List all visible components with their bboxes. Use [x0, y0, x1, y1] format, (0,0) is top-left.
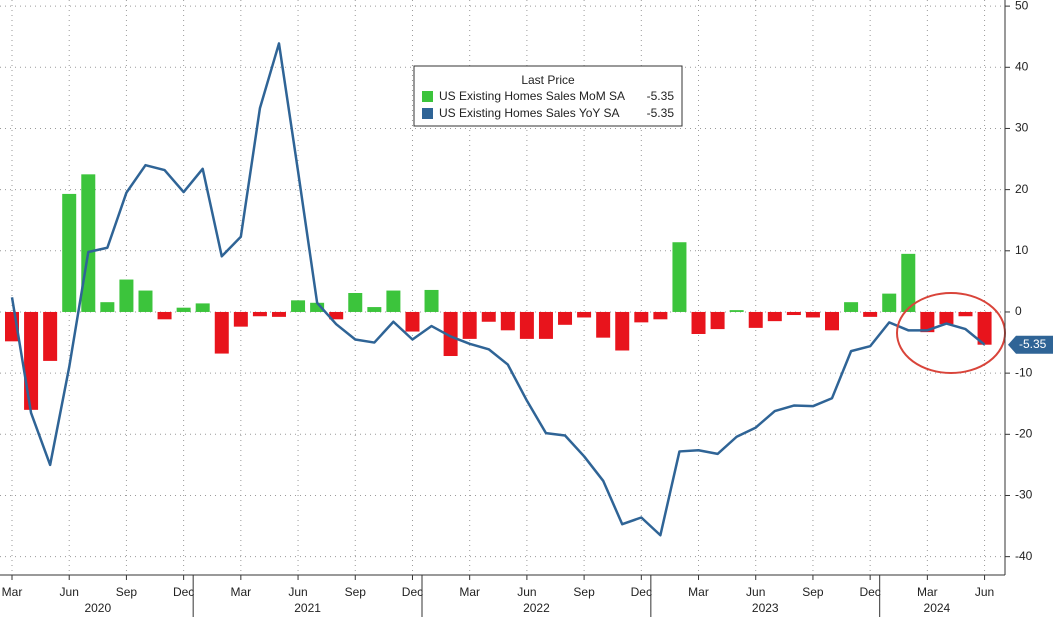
legend: Last Price US Existing Homes Sales MoM S…	[413, 65, 683, 127]
bar	[920, 311, 935, 333]
x-tick-label: Mar	[688, 585, 709, 599]
bar	[43, 311, 58, 361]
y-tick-label: -20	[1015, 426, 1033, 440]
x-tick-label: Sep	[345, 585, 367, 599]
bar	[615, 311, 630, 351]
bar	[348, 293, 363, 312]
bar	[195, 303, 210, 312]
y-tick-label: 50	[1015, 0, 1029, 12]
legend-value: -5.35	[647, 89, 675, 103]
x-tick-label: Dec	[402, 585, 423, 599]
bar	[424, 289, 439, 312]
bar	[24, 311, 39, 410]
y-tick-label: 10	[1015, 243, 1029, 257]
legend-title: Last Price	[521, 73, 575, 87]
legend-label: US Existing Homes Sales YoY SA	[439, 106, 620, 120]
bar	[138, 290, 153, 312]
year-label: 2023	[752, 601, 779, 615]
x-tick-label: Jun	[975, 585, 994, 599]
legend-swatch	[422, 108, 433, 119]
bar	[786, 311, 801, 316]
x-tick-label: Mar	[231, 585, 252, 599]
bar	[977, 311, 992, 345]
bar	[62, 193, 77, 312]
line	[10, 42, 986, 537]
bar	[672, 242, 687, 312]
bar	[748, 311, 763, 328]
bar	[653, 311, 668, 320]
bar	[291, 300, 306, 312]
bar	[825, 311, 840, 331]
year-label: 2020	[84, 601, 111, 615]
x-tick-label: Jun	[517, 585, 536, 599]
bar	[367, 307, 382, 312]
bar	[882, 293, 897, 312]
legend-box	[413, 65, 683, 127]
x-tick-label: Dec	[859, 585, 880, 599]
bar	[577, 311, 592, 318]
bar	[100, 302, 115, 312]
y-tick-label: 40	[1015, 59, 1029, 73]
bar	[767, 311, 782, 322]
bar	[157, 311, 172, 320]
bar	[233, 311, 248, 327]
bar	[119, 279, 134, 312]
bar	[558, 311, 573, 325]
bar	[958, 311, 973, 317]
y-tick-label: 0	[1015, 304, 1022, 318]
bar	[481, 311, 496, 322]
bar	[81, 174, 96, 312]
x-tick-label: Jun	[288, 585, 307, 599]
legend-label: US Existing Homes Sales MoM SA	[439, 89, 625, 103]
x-tick-label: Mar	[917, 585, 938, 599]
bar	[443, 311, 458, 357]
bar	[386, 290, 401, 312]
y-tick-label: -10	[1015, 365, 1033, 379]
bar	[863, 311, 878, 317]
value-tag	[1008, 335, 1053, 354]
y-tick-label: -40	[1015, 549, 1033, 563]
value-tag-label: -5.35	[1019, 337, 1047, 351]
year-label: 2021	[294, 601, 321, 615]
bar	[538, 311, 553, 339]
x-tick-label: Sep	[802, 585, 824, 599]
x-tick-label: Jun	[60, 585, 79, 599]
bar	[901, 253, 916, 312]
x-tick-label: Sep	[573, 585, 595, 599]
x-tick-label: Jun	[746, 585, 765, 599]
x-tick-label: Dec	[173, 585, 194, 599]
x-tick-label: Mar	[459, 585, 480, 599]
bar	[596, 311, 611, 338]
bar	[710, 311, 725, 330]
bar	[271, 311, 286, 317]
x-tick-label: Sep	[116, 585, 138, 599]
bar	[729, 310, 744, 312]
bar	[844, 302, 859, 312]
bar	[214, 311, 229, 354]
bar	[329, 311, 344, 320]
bar	[500, 311, 515, 331]
bar	[176, 307, 191, 312]
legend-swatch	[422, 91, 433, 102]
bar	[805, 311, 820, 318]
x-tick-label: Dec	[631, 585, 652, 599]
bar	[939, 311, 954, 325]
bar	[462, 311, 477, 339]
year-label: 2022	[523, 601, 550, 615]
bar	[691, 311, 706, 334]
y-tick-label: 20	[1015, 182, 1029, 196]
year-label: 2024	[924, 601, 951, 615]
y-tick-label: 30	[1015, 121, 1029, 135]
x-tick-label: Mar	[2, 585, 23, 599]
bar	[252, 311, 267, 317]
legend-value: -5.35	[647, 106, 675, 120]
bar	[634, 311, 649, 323]
bar	[405, 311, 420, 332]
bar	[310, 302, 325, 312]
bar	[519, 311, 534, 339]
y-tick-label: -30	[1015, 488, 1033, 502]
